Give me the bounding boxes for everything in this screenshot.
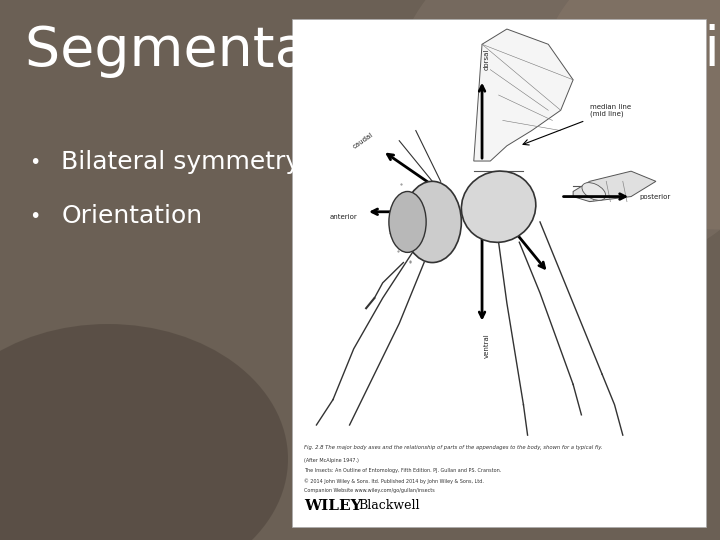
Text: ventral: ventral <box>484 334 490 359</box>
Text: •: • <box>29 206 40 226</box>
Text: WILEY: WILEY <box>304 498 361 512</box>
Text: (After McAlpine 1947.): (After McAlpine 1947.) <box>304 458 359 463</box>
Polygon shape <box>573 171 656 201</box>
Text: •: • <box>29 152 40 172</box>
Ellipse shape <box>392 0 720 273</box>
Text: © 2014 John Wiley & Sons. ltd. Published 2014 by John Wiley & Sons, Ltd.: © 2014 John Wiley & Sons. ltd. Published… <box>304 478 484 484</box>
Text: Fig. 2.8 The major body axes and the relationship of parts of the appendages to : Fig. 2.8 The major body axes and the rel… <box>304 446 603 450</box>
Text: median line
(mid line): median line (mid line) <box>590 104 631 117</box>
Text: Blackwell: Blackwell <box>358 498 419 511</box>
Ellipse shape <box>582 183 606 200</box>
Ellipse shape <box>540 0 720 230</box>
Text: posterior: posterior <box>639 193 670 200</box>
Text: Segmentation & Tagmosis: Segmentation & Tagmosis <box>25 24 720 78</box>
Ellipse shape <box>389 192 426 252</box>
Text: anterior: anterior <box>330 214 358 220</box>
Ellipse shape <box>462 171 536 242</box>
Text: dorsal: dorsal <box>484 48 490 70</box>
Text: Bilateral symmetry: Bilateral symmetry <box>61 150 300 174</box>
Ellipse shape <box>0 324 288 540</box>
Text: Companion Website www.wiley.com/go/gullan/insects: Companion Website www.wiley.com/go/gulla… <box>304 488 435 494</box>
Ellipse shape <box>403 181 462 262</box>
Polygon shape <box>474 29 573 161</box>
Bar <box>292 19 706 526</box>
Text: caudal: caudal <box>352 132 374 150</box>
Text: Orientation: Orientation <box>61 204 202 228</box>
Text: The Insects: An Outline of Entomology, Fifth Edition. PJ. Gullan and PS. Cransto: The Insects: An Outline of Entomology, F… <box>304 468 501 473</box>
